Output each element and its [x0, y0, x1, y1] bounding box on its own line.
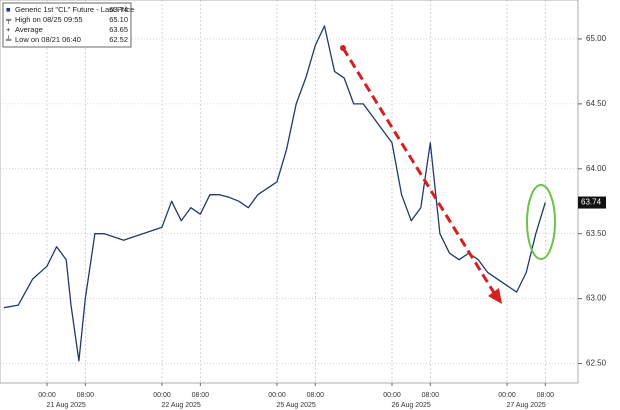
x-tick-label: 00:00 [498, 392, 516, 399]
highlight-ellipse [526, 184, 556, 260]
legend-symbol: ╧ [5, 35, 12, 44]
legend-label: Average [15, 25, 43, 34]
date-label: 27 Aug 2025 [507, 402, 546, 409]
last-price-label: 63.74 [581, 198, 602, 207]
legend-label: Generic 1st "CL" Future - Last Price [15, 5, 134, 14]
price-line [3, 25, 546, 362]
x-tick-label: 00:00 [268, 392, 286, 399]
marks [3, 25, 546, 362]
legend-symbol: + [6, 25, 11, 34]
plot-area [0, 0, 579, 384]
legend-value: 65.10 [109, 15, 128, 24]
arrow-head [488, 288, 502, 304]
legend-value: 63.74 [109, 5, 128, 14]
date-label: 26 Aug 2025 [392, 402, 431, 409]
y-tick-label: 62.50 [586, 359, 607, 368]
legend-value: 62.52 [109, 35, 128, 44]
date-label: 22 Aug 2025 [162, 402, 201, 409]
legend-symbol: ■ [6, 5, 11, 14]
x-tick-label: 08:00 [422, 392, 440, 399]
legend: ■ Generic 1st "CL" Future - Last Price63.… [2, 2, 134, 48]
last-price-tag [578, 196, 606, 209]
x-tick-label: 08:00 [192, 392, 210, 399]
x-tick-label: 08:00 [307, 392, 325, 399]
legend-value: 63.65 [109, 25, 128, 34]
trend-arrow [341, 47, 498, 297]
y-tick-label: 63.50 [586, 229, 607, 238]
y-tick-label: 64.50 [586, 99, 607, 108]
date-label: 25 Aug 2025 [277, 402, 316, 409]
y-tick-label: 65.00 [586, 34, 607, 43]
legend-box [2, 2, 132, 48]
date-label: 21 Aug 2025 [47, 402, 86, 409]
x-tick-label: 08:00 [537, 392, 555, 399]
y-tick-label: 63.00 [586, 294, 607, 303]
y-tick-label: 64.00 [586, 164, 607, 173]
x-tick-label: 00:00 [383, 392, 401, 399]
legend-label: Low on 08/21 06:40 [15, 35, 81, 44]
arrow-start [340, 45, 346, 51]
legend-label: High on 08/25 09:55 [15, 15, 83, 24]
x-tick-label: 00:00 [153, 392, 171, 399]
x-tick-label: 00:00 [38, 392, 56, 399]
legend-symbol: ╤ [5, 15, 12, 25]
x-tick-label: 08:00 [77, 392, 95, 399]
